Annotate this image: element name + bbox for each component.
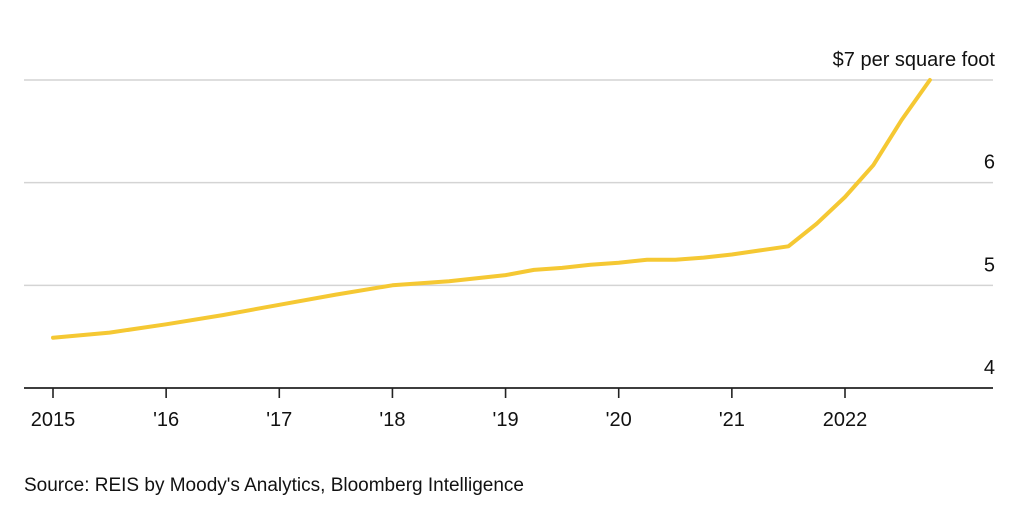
series-lines xyxy=(51,78,932,340)
source-note: Source: REIS by Moody's Analytics, Bloom… xyxy=(24,475,524,496)
x-tick-label-2022: 2022 xyxy=(823,409,868,431)
x-tick-label-2017: '17 xyxy=(266,409,292,431)
x-tick-label-2015: 2015 xyxy=(31,409,76,431)
y-tick-label-4: 4 xyxy=(984,357,995,379)
x-tick-label-2019: '19 xyxy=(493,409,519,431)
y-tick-labels: 4 5 6 $7 per square foot xyxy=(833,49,996,379)
x-tick-label-2016: '16 xyxy=(153,409,179,431)
y-tick-label-6: 6 xyxy=(984,152,995,174)
x-tick-label-2021: '21 xyxy=(719,409,745,431)
series-line-rent xyxy=(51,78,932,340)
x-tick-label-2020: '20 xyxy=(606,409,632,431)
line-chart: 4 5 6 $7 per square foot 2015 '16 '17 '18 '19 '2… xyxy=(24,49,996,431)
x-tick-label-2018: '18 xyxy=(379,409,405,431)
x-ticks: 2015 '16 '17 '18 '19 '20 '21 2022 xyxy=(31,388,868,431)
y-tick-label-5: 5 xyxy=(984,254,995,276)
y-axis-unit-label: $7 per square foot xyxy=(833,49,996,71)
gridlines xyxy=(24,79,993,389)
